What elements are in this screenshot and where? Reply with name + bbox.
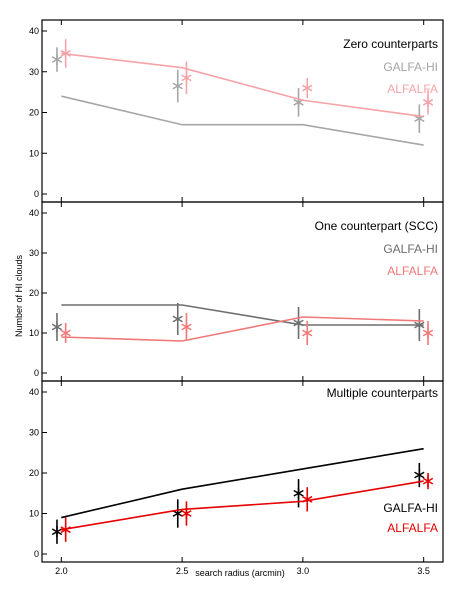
marker-stroke xyxy=(172,510,183,517)
panel-title: Zero counterparts xyxy=(343,37,438,51)
marker-stroke xyxy=(422,329,434,337)
x-tick-label: 2.0 xyxy=(55,566,68,576)
y-tick-label: 0 xyxy=(34,549,39,559)
data-point xyxy=(181,72,192,84)
marker-stroke xyxy=(302,84,313,92)
legend-entry: ALFALFA xyxy=(387,521,438,535)
data-point xyxy=(60,47,71,59)
series-galfa-hi xyxy=(51,447,425,544)
marker-stroke xyxy=(422,477,434,485)
panel-title: One counterpart (SCC) xyxy=(315,219,438,233)
series-alfalfa xyxy=(60,313,434,345)
x-tick-label: 2.5 xyxy=(176,566,189,576)
x-tick-label: 3.0 xyxy=(297,566,310,576)
legend-entry: GALFA-HI xyxy=(383,60,438,74)
panel-2: 0 10 20 30 40 One counterpart (SCC) GALFA-HI AL… xyxy=(29,201,444,382)
y-tick-label: 10 xyxy=(29,148,39,158)
panels: 0 10 20 30 40 Zero counterparts GALFA-HI ALFALF… xyxy=(29,19,444,576)
data-point xyxy=(422,96,434,108)
legend-entry: ALFALFA xyxy=(387,82,438,96)
data-point xyxy=(181,508,192,519)
y-tick-label: 20 xyxy=(29,288,39,298)
data-point xyxy=(51,321,63,333)
legend-entry: ALFALFA xyxy=(387,264,438,278)
series-line xyxy=(61,480,424,531)
y-tick-label: 10 xyxy=(29,328,39,338)
panel-frame xyxy=(41,380,444,563)
legend-entry: GALFA-HI xyxy=(383,242,438,256)
marker-stroke xyxy=(293,489,304,497)
data-point xyxy=(422,327,434,339)
y-tick-label: 30 xyxy=(29,67,39,77)
marker-stroke xyxy=(293,319,304,327)
series-line xyxy=(61,447,424,519)
x-tick-label: 3.5 xyxy=(417,566,430,576)
series-line xyxy=(61,95,424,146)
marker-stroke xyxy=(51,56,63,63)
data-point xyxy=(172,80,183,92)
data-point xyxy=(302,493,313,505)
panel-3: 0 10 20 30 40 2.0 2.5 3.0 3.5 Multiple counterpar… xyxy=(29,380,444,576)
marker-stroke xyxy=(302,495,313,503)
panel-title: Multiple counterparts xyxy=(327,386,438,400)
data-point xyxy=(293,317,304,329)
legend-entry: GALFA-HI xyxy=(383,501,438,515)
y-tick-label: 0 xyxy=(34,189,39,199)
y-tick-label: 30 xyxy=(29,248,39,258)
marker-stroke xyxy=(172,315,183,323)
series-line xyxy=(61,304,424,326)
marker-stroke xyxy=(172,82,183,90)
x-axis-label: search radius (arcmin) xyxy=(195,568,285,578)
y-axis-label: Number of HI clouds xyxy=(14,254,24,337)
marker-stroke xyxy=(414,321,425,329)
y-tick-label: 20 xyxy=(29,108,39,118)
data-point xyxy=(60,327,71,339)
y-tick-label: 40 xyxy=(29,26,39,36)
marker-stroke xyxy=(51,528,63,536)
data-point xyxy=(172,313,183,325)
y-tick-label: 40 xyxy=(29,387,39,397)
y-tick-label: 0 xyxy=(34,368,39,378)
series-line xyxy=(61,316,424,342)
series-galfa-hi xyxy=(51,303,425,341)
marker-stroke xyxy=(422,98,434,106)
y-tick-label: 40 xyxy=(29,208,39,218)
series-galfa-hi xyxy=(51,47,425,146)
data-point xyxy=(302,82,313,94)
series-alfalfa xyxy=(60,473,434,542)
marker-stroke xyxy=(60,329,71,337)
series-alfalfa xyxy=(60,39,434,118)
marker-stroke xyxy=(181,510,192,517)
marker-stroke xyxy=(51,323,63,331)
data-point xyxy=(414,469,425,481)
data-point xyxy=(51,54,63,66)
marker-stroke xyxy=(181,323,192,331)
y-tick-label: 10 xyxy=(29,509,39,519)
data-point xyxy=(181,321,192,333)
y-tick-label: 30 xyxy=(29,428,39,438)
marker-stroke xyxy=(414,471,425,479)
y-tick-label: 20 xyxy=(29,468,39,478)
marker-stroke xyxy=(60,50,71,57)
data-point xyxy=(51,526,63,538)
panel-1: 0 10 20 30 40 Zero counterparts GALFA-HI ALFALF… xyxy=(29,19,444,203)
data-point xyxy=(60,524,71,536)
data-point xyxy=(293,487,304,499)
data-point xyxy=(302,327,313,339)
marker-stroke xyxy=(181,74,192,82)
marker-stroke xyxy=(302,329,313,337)
data-point xyxy=(422,475,434,487)
marker-stroke xyxy=(60,526,71,534)
series-line xyxy=(61,52,424,118)
